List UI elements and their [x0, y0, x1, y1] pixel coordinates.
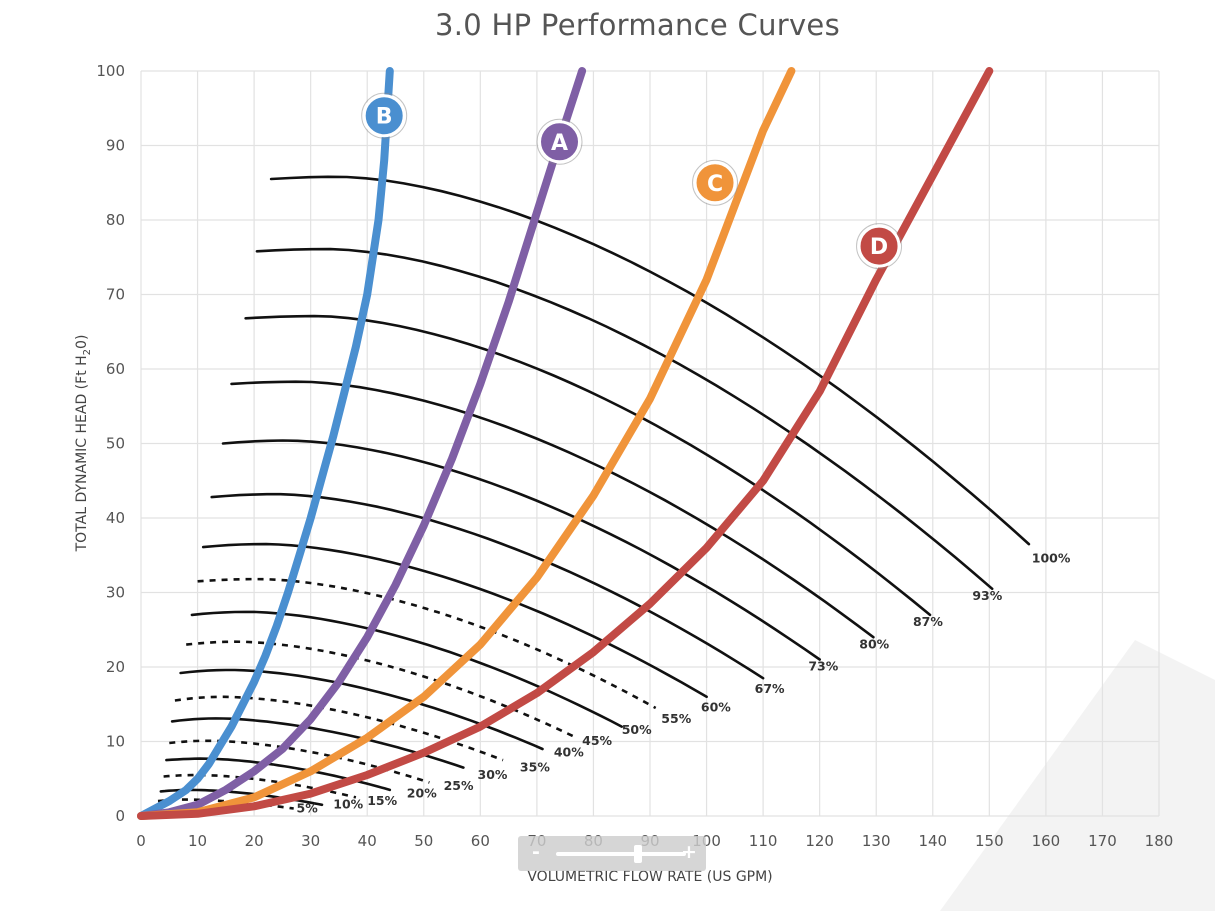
speed-curve-line	[255, 247, 994, 591]
badge-label: C	[707, 172, 723, 197]
system-curve-c	[137, 67, 796, 820]
speed-labels: 100% 93% 87% 80% 73% 67% 60% 55% 50% 45%40% 35% 30%…	[297, 551, 1071, 816]
system-curve-a	[137, 67, 587, 820]
y-tick-label: 80	[106, 211, 125, 229]
y-tick-label: 40	[106, 509, 125, 527]
speed-curve-label: 73%	[808, 659, 838, 674]
badge-circle	[538, 120, 582, 164]
speed-curve-label: 5%	[297, 800, 319, 815]
speed-curve-label: 93%	[972, 588, 1002, 603]
speed-curve-line	[197, 577, 657, 710]
badge-ring	[856, 223, 903, 270]
badge-circle	[362, 94, 406, 138]
badge-circle	[693, 161, 737, 205]
system-curve-d	[137, 67, 994, 820]
speed-curve-label: 67%	[755, 681, 785, 696]
y-tick-label: 70	[106, 286, 125, 304]
speed-curve-label: 40%	[554, 744, 584, 759]
speed-curve-label: 15%	[367, 793, 397, 808]
x-tick-label: 170	[1088, 832, 1117, 850]
x-tick-label: 40	[358, 832, 377, 850]
y-tick-label: 100	[96, 62, 125, 80]
speed-curve-label: 60%	[701, 700, 731, 715]
zoom-slider-track[interactable]	[556, 852, 686, 856]
x-tick-label: 120	[805, 832, 834, 850]
x-tick-label: 20	[245, 832, 264, 850]
system-curves	[137, 67, 994, 820]
badge-ring	[361, 92, 408, 139]
zoom-in-button[interactable]: +	[681, 841, 697, 863]
y-tick-label: 50	[106, 435, 125, 453]
x-axis-label: VOLUMETRIC FLOW RATE (US GPM)	[527, 869, 772, 885]
x-tick-label: 160	[1032, 832, 1061, 850]
badge-label: B	[376, 105, 393, 130]
system-curve-b	[137, 67, 394, 820]
y-axis-label-end: 0)	[74, 335, 90, 349]
y-tick-label: 10	[106, 733, 125, 751]
badge-ring	[536, 118, 583, 165]
speed-curve-label: 30%	[478, 767, 508, 782]
x-tick-label: 140	[918, 832, 947, 850]
x-tick-label: 110	[749, 832, 778, 850]
y-tick-label: 60	[106, 360, 125, 378]
x-tick-label: 10	[188, 832, 207, 850]
y-axis-ticks: 0 10 20 30 40 50 60 70 80 90 100	[96, 62, 125, 825]
badge-ring	[692, 159, 739, 206]
speed-curve-label: 50%	[622, 722, 652, 737]
x-tick-label: 60	[471, 832, 490, 850]
badge-b: B	[361, 92, 408, 139]
y-axis-label-subscript: 2	[82, 349, 93, 355]
zoom-control[interactable]: - +	[518, 836, 706, 871]
badge-circle	[857, 224, 901, 268]
y-tick-label: 90	[106, 137, 125, 155]
badge-d: D	[856, 223, 903, 270]
speed-curve-label: 25%	[444, 778, 474, 793]
zoom-slider-thumb[interactable]	[633, 845, 642, 863]
x-tick-label: 50	[414, 832, 433, 850]
y-axis-label-main: TOTAL DYNAMIC HEAD (Ft H	[74, 355, 90, 552]
speed-curve-line	[201, 542, 708, 699]
curve-badges: B A C D	[361, 92, 903, 270]
badge-c: C	[692, 159, 739, 206]
speed-curve-label: 45%	[582, 733, 612, 748]
speed-curve-label: 87%	[913, 614, 943, 629]
x-tick-label: 150	[975, 832, 1004, 850]
speed-curve-label: 55%	[661, 711, 691, 726]
y-tick-label: 0	[115, 807, 125, 825]
speed-curve-label: 100%	[1032, 551, 1071, 566]
badge-label: A	[551, 131, 568, 156]
speed-curve-label: 20%	[407, 785, 437, 800]
x-tick-label: 0	[136, 832, 146, 850]
zoom-out-button[interactable]: -	[532, 841, 540, 863]
speed-curve-line	[190, 610, 623, 728]
speed-curve-line	[269, 175, 1031, 546]
speed-curve-line	[210, 492, 765, 680]
chart-title: 3.0 HP Performance Curves	[434, 8, 840, 42]
badge-a: A	[536, 118, 583, 165]
speed-curve-line	[186, 640, 578, 739]
speed-curve-label: 80%	[859, 636, 889, 651]
x-tick-label: 130	[862, 832, 891, 850]
x-tick-label: 180	[1145, 832, 1174, 850]
speed-curve-line	[230, 380, 875, 639]
y-axis-label: TOTAL DYNAMIC HEAD (Ft H20)	[74, 335, 93, 553]
y-tick-label: 20	[106, 658, 125, 676]
speed-curve-line	[221, 439, 821, 661]
y-tick-label: 30	[106, 584, 125, 602]
grid-lines	[140, 70, 1160, 817]
badge-label: D	[870, 235, 888, 260]
speed-curve-label: 35%	[520, 759, 550, 774]
x-tick-label: 30	[301, 832, 320, 850]
speed-curve-label: 10%	[333, 797, 363, 812]
